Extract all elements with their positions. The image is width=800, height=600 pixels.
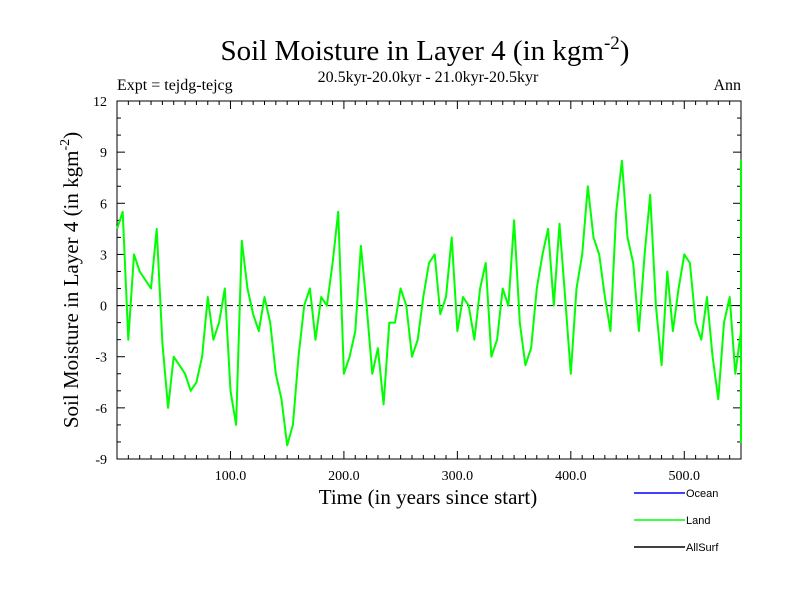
y-tick-label: 3 (100, 248, 107, 263)
y-tick-label: -3 (95, 351, 107, 366)
series-layer (116, 159, 742, 447)
y-tick-label: 12 (93, 95, 107, 110)
legend-label-land: Land (686, 515, 710, 527)
series-line-land (116, 159, 742, 447)
chart-subtitle: 20.5kyr-20.0kyr - 21.0kyr-20.5kyr (318, 69, 539, 86)
y-tick-label: -6 (95, 402, 107, 417)
expt-label: Expt = tejdg-tejcg (117, 77, 233, 94)
legend: Ocean Land AllSurf (634, 488, 719, 554)
x-tick-label: 300.0 (442, 469, 474, 484)
plot-frame (116, 100, 742, 460)
y-tick-label: -9 (95, 453, 107, 468)
x-axis: 100.0 200.0 300.0 400.0 500.0 (127, 101, 731, 484)
y-tick-label: 6 (100, 197, 107, 212)
x-tick-label: 100.0 (215, 469, 247, 484)
x-tick-label: 400.0 (555, 469, 587, 484)
x-tick-label: 200.0 (328, 469, 360, 484)
y-tick-label: 0 (100, 300, 107, 315)
x-tick-label: 500.0 (669, 469, 701, 484)
chart-title: Soil Moisture in Layer 4 (in kgm-2) (221, 33, 630, 67)
legend-label-allsurf: AllSurf (686, 542, 719, 554)
season-label: Ann (713, 77, 741, 94)
x-axis-title: Time (in years since start) (319, 485, 538, 509)
legend-label-ocean: Ocean (686, 488, 718, 500)
y-axis-title: Soil Moisture in Layer 4 (in kgm-2) (58, 132, 83, 428)
y-axis: -9 -6 -3 0 3 6 9 12 (93, 95, 741, 468)
y-tick-label: 9 (100, 146, 107, 161)
